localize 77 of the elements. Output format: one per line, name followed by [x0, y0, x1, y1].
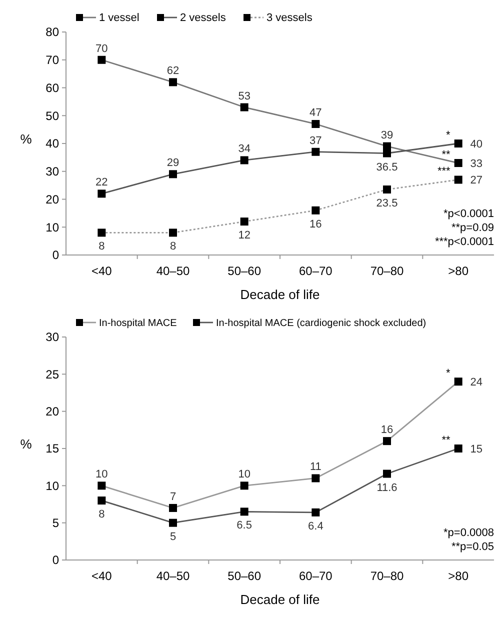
data-label: 47 — [310, 106, 322, 119]
data-label: 36.5 — [376, 161, 398, 174]
data-label: 15 — [470, 444, 482, 456]
annotation: *** — [437, 166, 452, 178]
data-label: 11 — [310, 461, 322, 474]
data-label: 12 — [238, 230, 250, 242]
data-label: 27 — [470, 174, 482, 187]
y-tick-label: 60 — [46, 80, 60, 95]
x-axis-title: Decade of life — [240, 287, 320, 302]
y-tick-label: 25 — [46, 367, 60, 382]
y-tick-label: 10 — [46, 220, 60, 234]
data-label: 10 — [96, 468, 108, 481]
x-tick-label: 60–70 — [298, 569, 333, 583]
data-label: 62 — [166, 65, 180, 78]
y-axis-title: % — [20, 132, 32, 146]
annotation: ** — [442, 149, 452, 162]
annotation: * — [446, 368, 452, 380]
data-label: 33 — [470, 158, 482, 170]
annotation: **p=0.05 — [451, 541, 494, 553]
data-label: 6.5 — [236, 520, 252, 532]
y-tick-label: 70 — [46, 53, 60, 68]
legend-label: 3 vessels — [266, 12, 313, 24]
legend-label: 2 vessels — [180, 12, 226, 24]
y-tick-label: 20 — [46, 192, 60, 206]
data-label: 7 — [170, 490, 176, 503]
data-label: 24 — [470, 376, 482, 389]
y-tick-label: 80 — [46, 25, 60, 40]
data-label: 23.5 — [376, 197, 398, 210]
data-label: 53 — [238, 90, 250, 102]
x-tick-label: >80 — [448, 264, 469, 278]
legend-label: 1 vessel — [99, 12, 140, 24]
x-tick-label: <40 — [91, 264, 112, 278]
y-tick-label: 30 — [46, 330, 60, 344]
data-label: 6.4 — [308, 520, 324, 532]
y-tick-label: 20 — [46, 404, 60, 419]
data-label: 8 — [98, 508, 105, 521]
annotation: *p=0.0008 — [444, 527, 494, 539]
data-label: 37 — [310, 134, 322, 147]
legend-label: In-hospital MACE — [99, 318, 178, 329]
x-tick-label: >80 — [448, 569, 469, 583]
data-label: 34 — [238, 143, 250, 156]
data-label: 8 — [98, 240, 105, 253]
data-label: 16 — [380, 424, 394, 436]
data-label: 29 — [166, 157, 180, 170]
annotation: ***p<0.0001 — [434, 236, 494, 248]
y-tick-label: 0 — [52, 553, 60, 568]
data-label: 39 — [380, 129, 394, 142]
y-tick-label: 0 — [52, 248, 60, 262]
annotation: **p=0.09 — [451, 222, 494, 234]
annotation: *p<0.0001 — [444, 208, 494, 220]
data-label: 10 — [238, 468, 250, 481]
x-tick-label: 70–80 — [370, 264, 404, 278]
data-label: 11.6 — [376, 482, 398, 494]
x-tick-label: 70–80 — [370, 569, 404, 583]
legend-label: In-hospital MACE (cardiogenic shock excluded) — [216, 318, 426, 329]
y-axis-title: % — [20, 436, 32, 452]
x-axis-title: Decade of life — [240, 592, 320, 607]
x-tick-label: 40–50 — [156, 569, 190, 583]
x-tick-label: <40 — [91, 569, 112, 583]
annotation: * — [446, 130, 452, 142]
data-label: 5 — [170, 530, 176, 543]
annotation: ** — [442, 434, 452, 446]
y-tick-label: 15 — [46, 442, 60, 456]
y-tick-label: 40 — [46, 136, 60, 151]
data-label: 40 — [470, 138, 482, 150]
y-tick-label: 50 — [46, 108, 60, 123]
y-tick-label: 10 — [46, 478, 60, 493]
data-label: 8 — [170, 240, 176, 253]
x-tick-label: 50–60 — [228, 569, 262, 583]
x-tick-label: 40–50 — [156, 264, 190, 278]
y-tick-label: 30 — [46, 164, 60, 179]
data-label: 22 — [96, 176, 108, 189]
data-label: 16 — [310, 218, 322, 230]
data-label: 70 — [96, 42, 108, 55]
x-tick-label: 50–60 — [228, 264, 262, 278]
x-tick-label: 60–70 — [298, 264, 333, 278]
y-tick-label: 5 — [52, 516, 60, 530]
